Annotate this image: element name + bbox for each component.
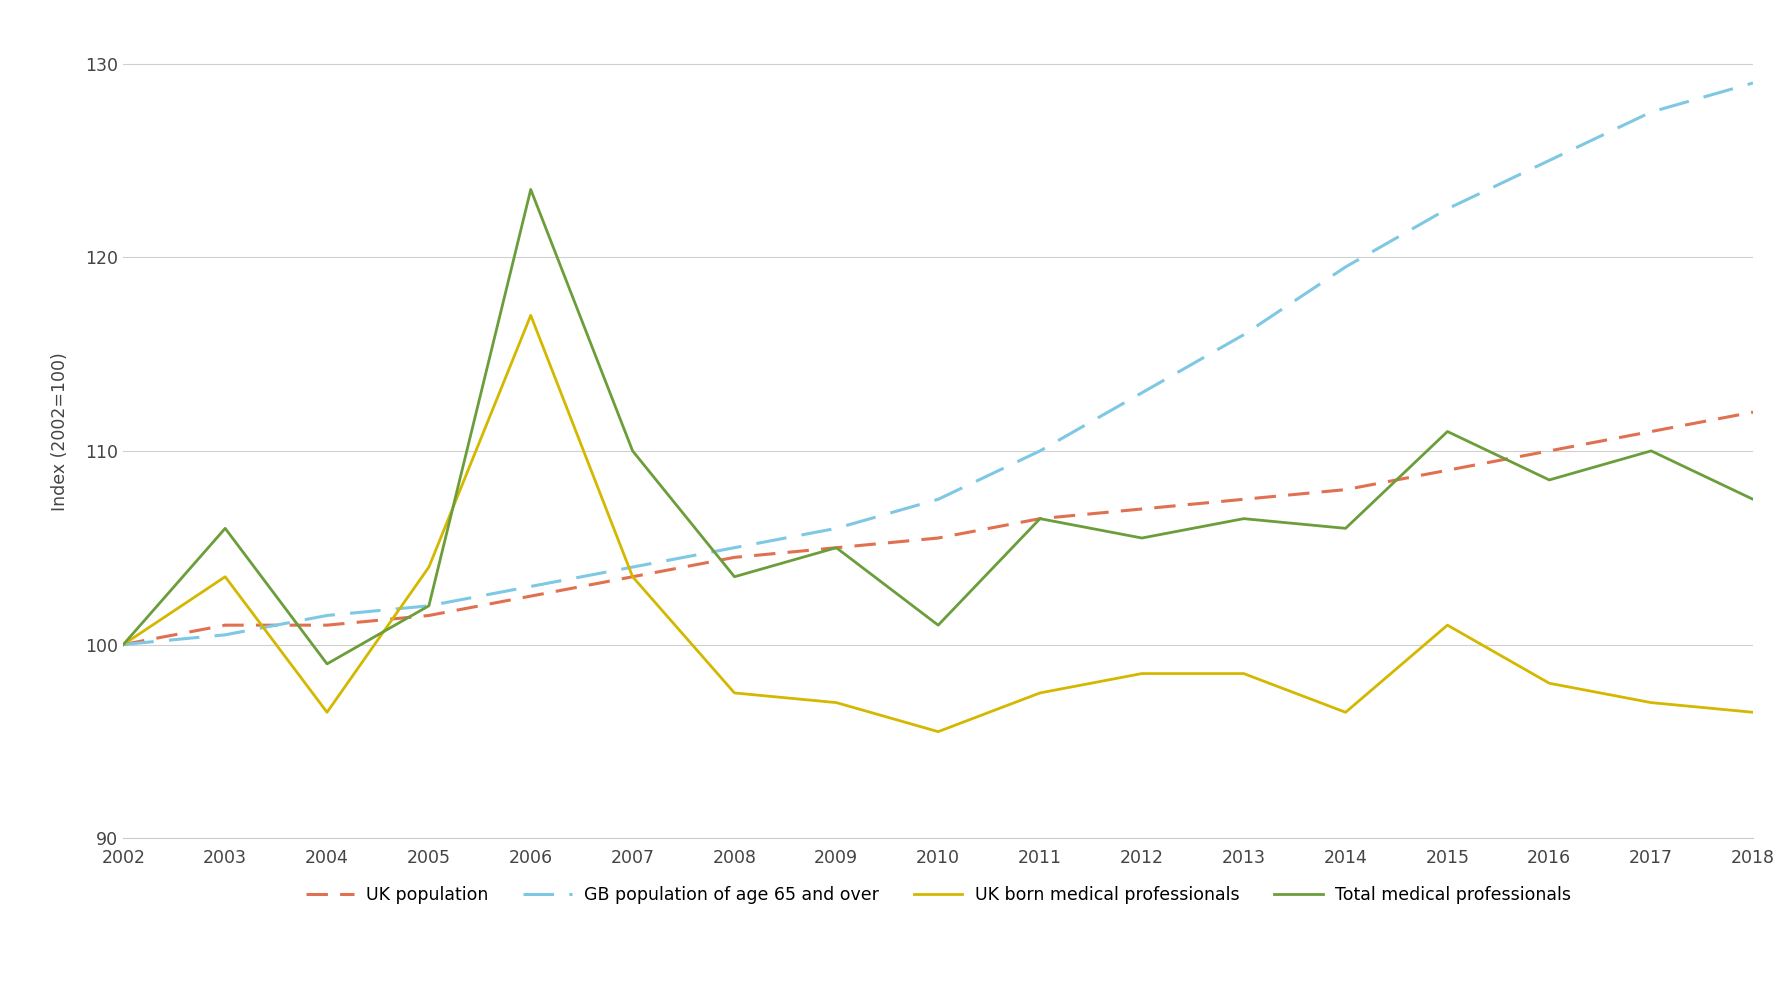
Legend: UK population, GB population of age 65 and over, UK born medical professionals, : UK population, GB population of age 65 a… <box>299 879 1576 911</box>
Y-axis label: Index (2002=100): Index (2002=100) <box>50 352 68 511</box>
